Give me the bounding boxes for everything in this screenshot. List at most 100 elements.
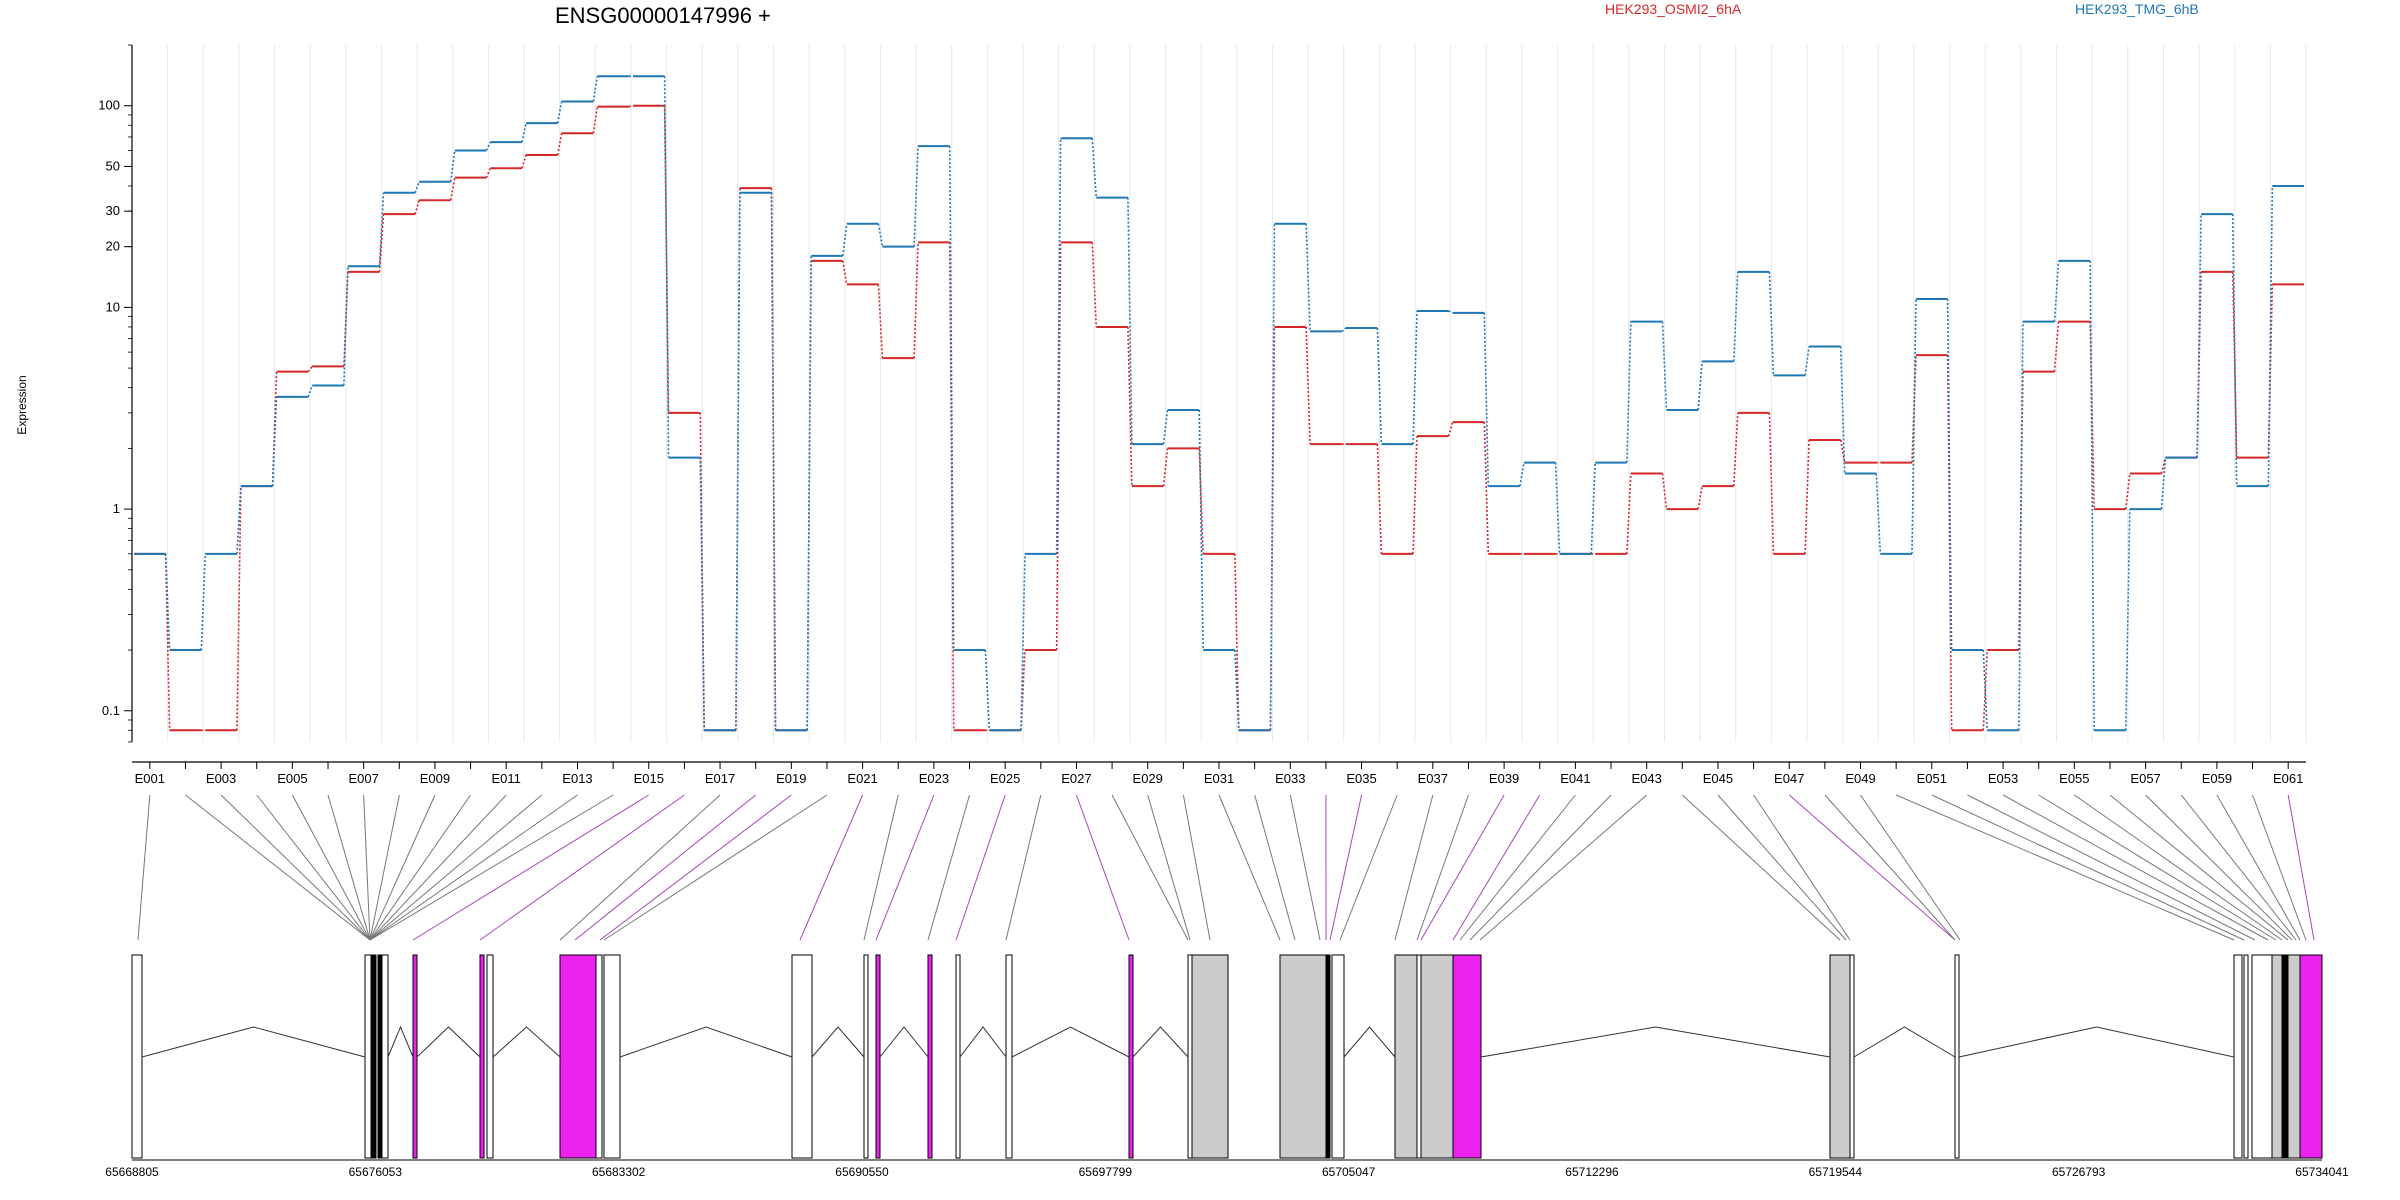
intron-line — [1480, 1026, 1831, 1058]
grid-lines — [131, 45, 2307, 742]
series-connector — [378, 192, 385, 267]
series-connector — [1127, 326, 1133, 487]
series-connector — [1127, 197, 1133, 445]
exon-box — [863, 954, 869, 1159]
exon-connector — [1452, 794, 1541, 941]
series-connector — [663, 76, 670, 458]
series-connector — [414, 181, 420, 194]
y-tick-label: 50 — [106, 158, 120, 173]
exon-connector — [185, 794, 371, 941]
exon-connector — [1218, 794, 1281, 941]
series-lines — [134, 75, 2304, 732]
x-tick-label: E045 — [1703, 771, 1733, 786]
series-HEK293_OSMI2_6hA — [134, 104, 2304, 732]
series-connector — [1732, 271, 1739, 362]
series-connector — [1768, 271, 1775, 376]
exon-box — [371, 954, 377, 1159]
exon-box — [381, 954, 389, 1159]
exon-connector — [1329, 794, 1363, 941]
intron-line — [416, 1026, 481, 1058]
series-connector — [1234, 650, 1240, 731]
x-tick-label: E011 — [492, 771, 521, 786]
series-connector — [236, 486, 242, 731]
intron-line — [141, 1026, 366, 1058]
x-tick-label: E031 — [1204, 771, 1234, 786]
intron-line — [1011, 1026, 1130, 1058]
series-connector — [1911, 299, 1917, 554]
exon-box — [2251, 954, 2273, 1159]
exon-box — [1394, 954, 1418, 1159]
exon-connector — [1860, 794, 1961, 941]
series-connector — [1590, 462, 1597, 554]
exon-box — [927, 954, 933, 1159]
exon-box — [559, 954, 597, 1159]
intron-line — [387, 1025, 414, 1058]
intron-line — [1958, 1026, 2235, 1058]
exon-connector — [369, 794, 436, 941]
series-connector — [164, 553, 171, 651]
exon-box — [1191, 954, 1229, 1159]
exon-connector — [1075, 794, 1130, 941]
y-tick-label: 10 — [106, 299, 120, 314]
series-connector — [1198, 448, 1204, 554]
intron-line — [619, 1026, 793, 1058]
exon-connector — [2074, 794, 2283, 941]
series-connector — [1946, 355, 1953, 731]
series-connector — [984, 650, 991, 731]
exon-connector — [1753, 794, 1851, 941]
series-connector — [2125, 473, 2131, 510]
exon-box — [2243, 954, 2249, 1159]
series-connector — [1448, 310, 1453, 314]
axes: 0.1 1 10 20 30 50 100 — [98, 44, 2306, 769]
series-connector — [877, 284, 884, 359]
x-tick-label: E039 — [1489, 771, 1519, 786]
series-connector — [307, 365, 313, 373]
series-connector — [414, 199, 420, 215]
exon-connector — [1717, 794, 1847, 941]
x-tick-label: E021 — [847, 771, 877, 786]
x-tick-label: E027 — [1061, 771, 1091, 786]
exon-connector — [1416, 794, 1469, 941]
series-connector — [1376, 328, 1383, 445]
series-connector — [2089, 321, 2095, 510]
genomic-coordinate-axis: 65668805 65676053 65683302 65690550 65697799… — [105, 1159, 2349, 1179]
gene-model — [131, 954, 2323, 1159]
exon-connector — [1147, 794, 1191, 941]
exon-connector — [875, 794, 935, 941]
intron-line — [879, 1026, 929, 1058]
x-tick-label: E007 — [348, 771, 378, 786]
series-connector — [1554, 462, 1561, 554]
series-connector — [2196, 214, 2202, 458]
exon-connector — [256, 794, 371, 941]
x-tick-label: E003 — [206, 771, 236, 786]
exon-box — [364, 954, 372, 1159]
exon-connector — [479, 794, 685, 941]
series-connector — [1447, 421, 1454, 437]
series-connector — [913, 146, 919, 247]
chart-title: ENSG00000147996 + — [555, 3, 771, 28]
coordinate-tick-label: 65697799 — [1079, 1165, 1133, 1179]
coordinate-tick-label: 65719544 — [1809, 1165, 1863, 1179]
exon-connector — [369, 794, 400, 941]
coordinate-tick-label: 65712296 — [1565, 1165, 1619, 1179]
series-connector — [1982, 650, 1989, 731]
series-connector — [2018, 321, 2024, 731]
exon-connector — [1420, 794, 1505, 941]
exon-connector — [1005, 794, 1042, 941]
series-connector — [1804, 439, 1810, 554]
exon-connector — [2038, 794, 2277, 941]
exon-connector — [412, 794, 650, 941]
series-connector — [271, 396, 278, 487]
series-connector — [1661, 473, 1668, 510]
exon-box — [1849, 954, 1855, 1159]
y-tick-label: 100 — [98, 98, 120, 113]
exon-connector — [327, 794, 371, 941]
exon-connector — [863, 794, 899, 941]
exon-connector — [574, 794, 757, 941]
exon-connector — [1824, 794, 1956, 941]
exon-box — [1005, 954, 1013, 1159]
y-axis-label: Expression — [15, 375, 29, 434]
y-tick-label: 1 — [113, 501, 120, 516]
x-tick-label: E013 — [562, 771, 592, 786]
